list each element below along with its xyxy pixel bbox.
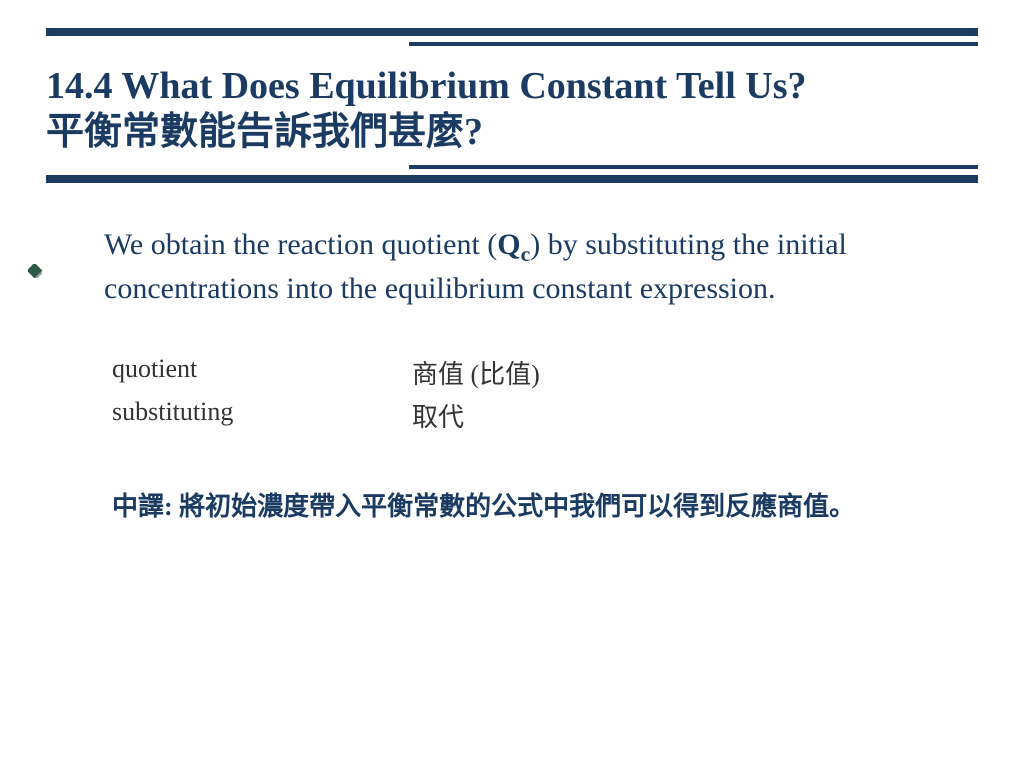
slide-title: 14.4 What Does Equilibrium Constant Tell… (46, 64, 978, 155)
vocab-en: quotient (112, 354, 412, 391)
vocab-row: quotient 商值 (比值) (112, 354, 956, 391)
mid-rule-thin (409, 165, 978, 169)
translation-label: 中譯 (112, 492, 164, 521)
vocab-table: quotient 商值 (比值) substituting 取代 (112, 354, 956, 434)
intro-symbol: Q (497, 228, 520, 261)
translation-line: 中譯: 將初始濃度帶入平衡常數的公式中我們可以得到反應商值。 (112, 486, 956, 523)
mid-rule-thick (46, 175, 978, 183)
vocab-zh: 取代 (412, 397, 956, 434)
intro-pre: We obtain the reaction quotient ( (104, 228, 497, 261)
top-rule-thin (409, 42, 978, 46)
bullet-icon (28, 264, 42, 278)
intro-paragraph: We obtain the reaction quotient (Qc) by … (104, 225, 956, 310)
vocab-zh: 商值 (比值) (412, 354, 956, 391)
intro-subscript: c (521, 242, 531, 266)
title-line-1: 14.4 What Does Equilibrium Constant Tell… (46, 65, 807, 107)
top-rule-thick (46, 28, 978, 36)
translation-text: : 將初始濃度帶入平衡常數的公式中我們可以得到反應商值。 (164, 492, 855, 521)
title-line-2: 平衡常數能告訴我們甚麼? (46, 111, 483, 153)
vocab-en: substituting (112, 397, 412, 434)
vocab-row: substituting 取代 (112, 397, 956, 434)
